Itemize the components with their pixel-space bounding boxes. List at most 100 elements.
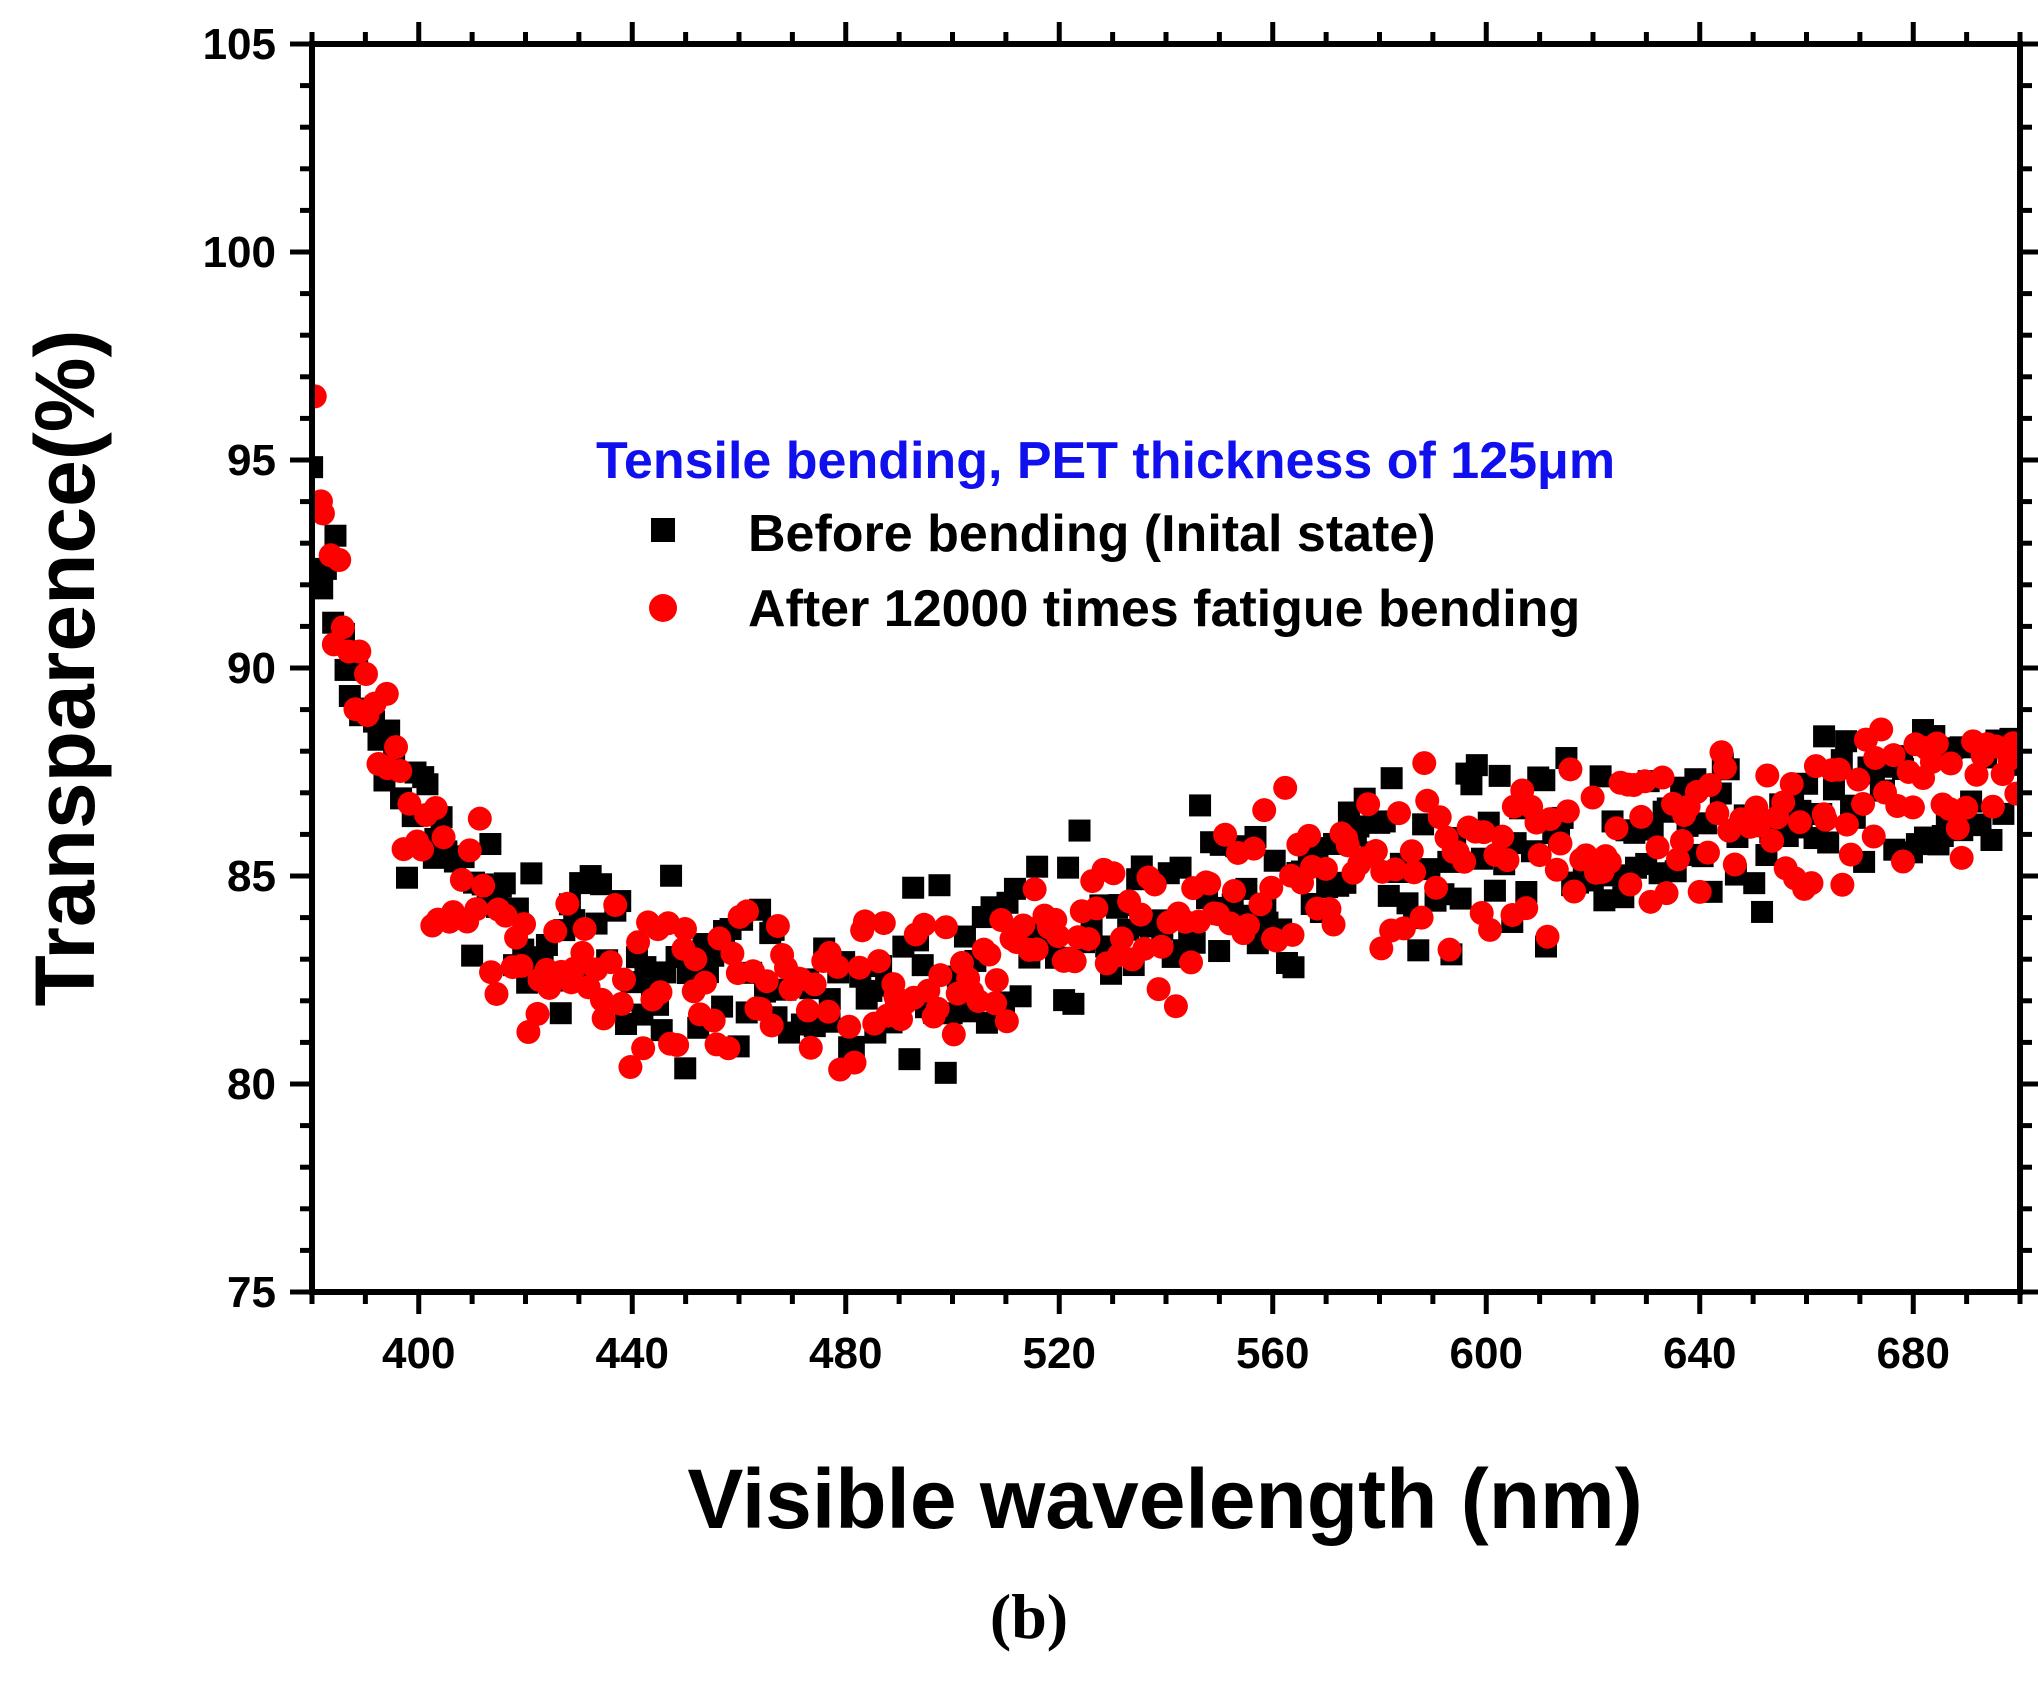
data-point (1919, 749, 1944, 774)
data-point (1046, 924, 1071, 949)
data-point (1321, 912, 1346, 937)
data-point (1665, 847, 1690, 872)
data-point (912, 912, 937, 937)
data-point (716, 1036, 741, 1061)
data-point (1128, 902, 1153, 927)
data-point (1654, 881, 1679, 906)
data-point (1722, 852, 1747, 877)
data-point (1548, 831, 1573, 856)
data-point (1980, 794, 2005, 819)
data-point (902, 876, 925, 899)
data-point (1356, 792, 1381, 817)
data-point (660, 864, 683, 887)
data-point (1851, 791, 1876, 816)
data-point (1412, 751, 1437, 776)
data-point (479, 960, 504, 985)
data-point (1949, 845, 1974, 870)
data-point (1026, 855, 1049, 878)
data-point (1838, 842, 1863, 867)
data-point (634, 956, 657, 979)
data-point (1197, 871, 1222, 896)
data-point (911, 954, 934, 977)
data-point (1618, 872, 1643, 897)
data-point (1478, 917, 1503, 942)
data-point (1208, 940, 1231, 963)
data-point (1890, 849, 1915, 874)
data-point (1213, 822, 1238, 847)
data-point (984, 968, 1009, 993)
legend: Tensile bending, PET thickness of 125μm … (596, 432, 1615, 638)
data-point (2004, 781, 2020, 806)
data-point (423, 795, 448, 820)
data-point (867, 949, 892, 974)
data-point (1483, 879, 1506, 902)
data-point (612, 967, 637, 992)
y-tick-label: 75 (227, 1268, 276, 1317)
data-point (1751, 900, 1774, 923)
data-point (1495, 848, 1520, 873)
data-point (467, 806, 492, 831)
data-point (1589, 765, 1612, 788)
data-point (1533, 769, 1556, 792)
data-point (1022, 877, 1047, 902)
data-point (1744, 795, 1769, 820)
data-point (431, 825, 456, 850)
data-point (1452, 849, 1477, 874)
data-point (1650, 765, 1675, 790)
data-point (1527, 843, 1552, 868)
data-point (1846, 767, 1871, 792)
x-tick-label: 640 (1663, 1329, 1736, 1378)
data-point (1057, 856, 1080, 879)
data-point (692, 970, 717, 995)
data-point (1980, 828, 2003, 851)
data-point (928, 963, 953, 988)
data-point (516, 1020, 541, 1045)
data-point (1146, 977, 1171, 1002)
data-point (609, 991, 634, 1016)
data-point (395, 866, 418, 889)
data-point (1369, 936, 1394, 961)
data-point (1604, 816, 1629, 841)
data-point (934, 1061, 957, 1084)
data-point (2001, 731, 2020, 756)
data-point (1558, 757, 1583, 782)
data-point (1779, 771, 1804, 796)
data-point (457, 838, 482, 863)
data-point (898, 1048, 921, 1071)
data-point (598, 950, 623, 975)
data-point (925, 996, 950, 1021)
data-point (802, 972, 827, 997)
x-tick-label: 520 (1023, 1329, 1096, 1378)
x-axis-title: Visible wavelength (nm) (687, 1452, 1642, 1546)
x-tick-label: 400 (382, 1329, 455, 1378)
data-point (1011, 913, 1036, 938)
data-point (626, 930, 651, 955)
data-point (1427, 805, 1452, 830)
data-point (1743, 872, 1766, 895)
data-point (416, 773, 439, 796)
y-tick-label: 80 (227, 1060, 276, 1109)
data-point (1580, 785, 1605, 810)
data-point (1335, 833, 1360, 858)
data-point (1377, 884, 1400, 907)
data-point (347, 639, 372, 664)
legend-marker-square (651, 518, 675, 542)
data-point (1003, 877, 1026, 900)
data-point (1297, 823, 1322, 848)
x-tick-label: 440 (596, 1329, 669, 1378)
data-point (759, 1013, 784, 1038)
data-point (461, 944, 484, 967)
data-point (1695, 840, 1720, 865)
data-point (1084, 896, 1109, 921)
data-point (1109, 926, 1134, 951)
data-point (570, 940, 595, 965)
data-point (631, 1036, 656, 1061)
data-point (1169, 856, 1192, 879)
data-point (933, 915, 958, 940)
data-point (795, 998, 820, 1023)
data-point (825, 954, 850, 979)
data-point (1313, 856, 1338, 881)
data-point (1383, 857, 1408, 882)
data-point (665, 1033, 690, 1058)
